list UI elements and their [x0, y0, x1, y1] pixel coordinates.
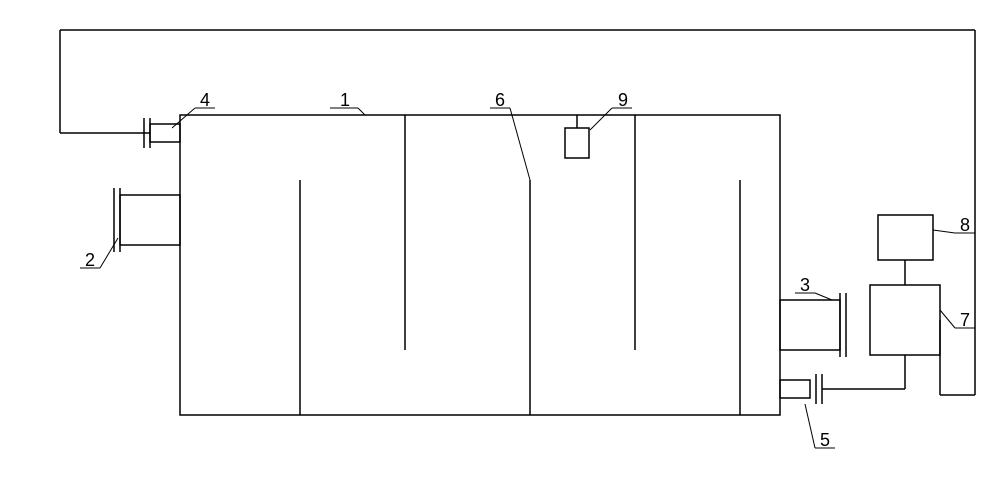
label-6: 6 [495, 90, 505, 111]
label-7: 7 [960, 310, 970, 331]
leader-4-d [172, 108, 195, 128]
leader-8-d [933, 230, 955, 233]
schematic-svg [0, 0, 1000, 500]
sensor-box [565, 128, 589, 158]
main-vessel [180, 115, 780, 415]
label-4: 4 [200, 90, 210, 111]
leader-1-d [358, 108, 365, 115]
label-5: 5 [820, 430, 830, 451]
label-9: 9 [618, 90, 628, 111]
label-1: 1 [340, 90, 350, 111]
leader-2-d [100, 238, 118, 268]
leader-9-d [590, 108, 612, 130]
box-7 [870, 285, 940, 355]
label-8: 8 [960, 215, 970, 236]
outlet-port [780, 300, 840, 350]
inlet-port [120, 195, 180, 245]
bottom-right-pipe [780, 380, 810, 398]
leader-5-d [805, 404, 815, 448]
label-3: 3 [800, 275, 810, 296]
leader-7-d [940, 310, 955, 328]
leader-6-d [510, 108, 530, 180]
label-2: 2 [85, 250, 95, 271]
top-left-pipe [150, 124, 180, 142]
leader-3-d [815, 293, 832, 300]
box-8 [878, 215, 933, 260]
